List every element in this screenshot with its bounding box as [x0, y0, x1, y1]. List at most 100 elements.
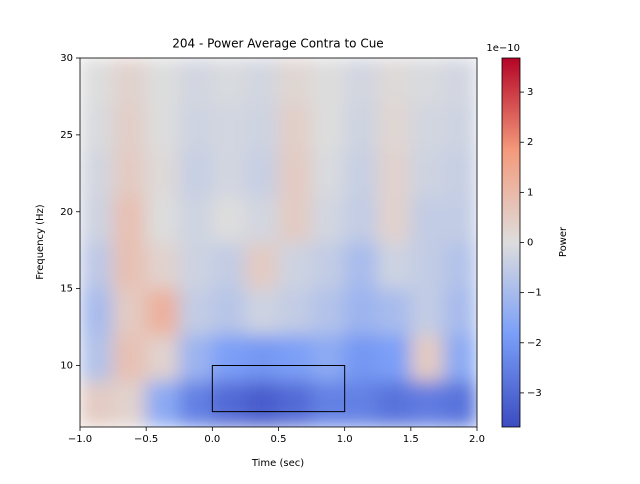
heatmap-cell [112, 149, 147, 197]
heatmap-cell [377, 334, 412, 382]
heatmap-cell [211, 195, 246, 243]
heatmap-cell [311, 58, 346, 105]
heatmap-cell [145, 334, 180, 382]
x-tick-label: −1.0 [68, 434, 92, 445]
colorbar-tick-label: 1 [527, 187, 533, 198]
heatmap-cell [443, 103, 477, 151]
heatmap-cell [80, 149, 114, 197]
heatmap-cell [311, 103, 346, 151]
y-tick-label: 20 [60, 207, 73, 218]
heatmap-cell [377, 58, 412, 105]
heatmap-cell [244, 195, 279, 243]
heatmap-cell [410, 334, 445, 382]
heatmap-cell [377, 380, 412, 427]
heatmap-cell [344, 103, 379, 151]
heatmap-cell [178, 58, 213, 105]
heatmap-cell [377, 149, 412, 197]
heatmap-cell [410, 58, 445, 105]
heatmap-cell [377, 288, 412, 336]
heatmap [80, 58, 477, 427]
y-tick-label: 15 [60, 284, 73, 295]
chart-title: 204 - Power Average Contra to Cue [172, 37, 383, 51]
heatmap-cell [112, 380, 147, 427]
heatmap-cell [112, 242, 147, 290]
x-tick-label: 0.5 [271, 434, 287, 445]
heatmap-cell [145, 242, 180, 290]
heatmap-cell [145, 380, 180, 427]
heatmap-cell [278, 288, 313, 336]
heatmap-cell [443, 288, 477, 336]
heatmap-cell [80, 195, 114, 243]
heatmap-cell [311, 334, 346, 382]
y-tick-label: 10 [60, 361, 73, 372]
heatmap-cell [244, 58, 279, 105]
roi-box [211, 365, 346, 413]
heatmap-cell [311, 288, 346, 336]
colorbar-offset: 1e−10 [486, 43, 520, 54]
heatmap-cell [278, 149, 313, 197]
heatmap-cell [344, 58, 379, 105]
heatmap-cell [443, 149, 477, 197]
heatmap-cell [443, 380, 477, 427]
heatmap-cell [377, 195, 412, 243]
heatmap-cell [377, 103, 412, 151]
heatmap-cell [410, 103, 445, 151]
heatmap-cell [112, 195, 147, 243]
heatmap-cell [278, 380, 313, 427]
heatmap-cell [443, 334, 477, 382]
heatmap-cell [145, 149, 180, 197]
x-tick-label: 2.0 [469, 434, 485, 445]
heatmap-cell [178, 334, 213, 382]
x-tick-label: 0.0 [204, 434, 220, 445]
heatmap-cell [145, 195, 180, 243]
heatmap-cell [344, 195, 379, 243]
heatmap-cell [443, 195, 477, 243]
colorbar-tick-label: 0 [527, 238, 533, 249]
heatmap-cell [112, 58, 147, 105]
colorbar-tick-label: −3 [527, 388, 542, 399]
x-tick-label: 1.0 [337, 434, 353, 445]
heatmap-cell [278, 58, 313, 105]
x-axis-label: Time (sec) [251, 458, 304, 469]
heatmap-cell [377, 242, 412, 290]
heatmap-cell [211, 380, 246, 427]
colorbar-tick-label: 2 [527, 137, 533, 148]
heatmap-cell [311, 149, 346, 197]
heatmap-cell [211, 149, 246, 197]
x-tick-label: 1.5 [403, 434, 419, 445]
heatmap-cell [410, 149, 445, 197]
colorbar-tick-label: 3 [527, 87, 533, 98]
heatmap-cell [278, 103, 313, 151]
heatmap-cell [410, 380, 445, 427]
heatmap-cell [178, 288, 213, 336]
heatmap-cell [244, 380, 279, 427]
y-axis-label: Frequency (Hz) [35, 204, 46, 280]
heatmap-cell [178, 103, 213, 151]
heatmap-cell [145, 103, 180, 151]
heatmap-cell [278, 242, 313, 290]
y-tick-label: 25 [60, 130, 73, 141]
heatmap-cell [211, 334, 246, 382]
y-tick-label: 30 [60, 53, 73, 64]
heatmap-cell [344, 380, 379, 427]
heatmap-cell [244, 334, 279, 382]
heatmap-cell [344, 242, 379, 290]
heatmap-cell [344, 334, 379, 382]
heatmap-cell [112, 334, 147, 382]
heatmap-cell [178, 149, 213, 197]
heatmap-cell [344, 288, 379, 336]
heatmap-cell [443, 58, 477, 105]
heatmap-cell [112, 288, 147, 336]
heatmap-cell [211, 103, 246, 151]
heatmap-cell [344, 149, 379, 197]
heatmap-cell [311, 242, 346, 290]
heatmap-cell [211, 58, 246, 105]
colorbar-label: Power [558, 226, 569, 257]
heatmap-cell [410, 242, 445, 290]
heatmap-cell [278, 195, 313, 243]
heatmap-cell [410, 195, 445, 243]
heatmap-cell [80, 103, 114, 151]
heatmap-cell [410, 288, 445, 336]
heatmap-cell [211, 242, 246, 290]
